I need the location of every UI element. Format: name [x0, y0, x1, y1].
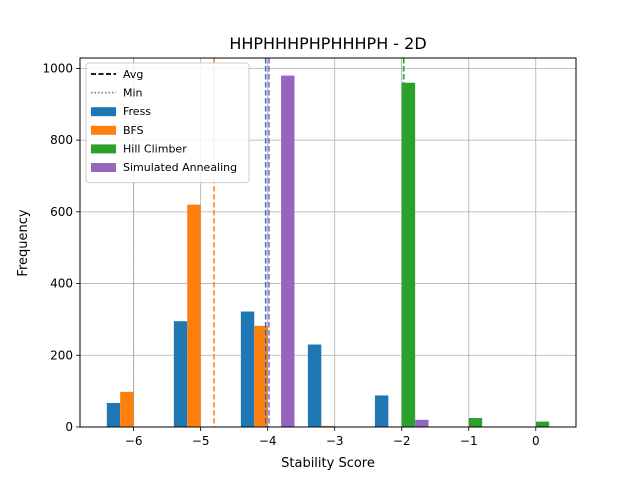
x-axis-ticks: −6 −5 −4 −3 −2 −1 0: [125, 427, 540, 448]
bar-1-2: [254, 325, 268, 427]
y-tick-label-5: 1000: [42, 61, 73, 75]
chart-title: HHPHHHPHPHHHPH - 2D: [229, 34, 426, 53]
plot-frame: [79, 57, 577, 428]
bar-1-1: [187, 204, 201, 427]
legend-swatch-0: [91, 107, 116, 117]
legend-label-series-2: Hill Climber: [123, 142, 187, 155]
bar-0-2: [240, 311, 255, 427]
legend-swatch-1: [91, 125, 116, 135]
y-tick-label-2: 400: [50, 277, 73, 291]
bar-3-2: [281, 75, 295, 428]
bar-0-4: [374, 395, 389, 427]
bar-1-3: [321, 425, 335, 427]
bars: [106, 75, 550, 428]
bar-0-3: [307, 344, 322, 427]
legend-swatch-2: [91, 144, 116, 154]
bar-0-0: [106, 402, 121, 427]
y-tick-label-0: 0: [65, 420, 73, 434]
x-tick-label-5: −1: [460, 434, 478, 448]
bar-2-4: [401, 82, 416, 427]
x-tick-label-6: 0: [532, 434, 540, 448]
x-tick-label-0: −6: [125, 434, 143, 448]
x-tick-label-1: −5: [192, 434, 210, 448]
x-tick-label-2: −4: [259, 434, 277, 448]
bar-3-4: [415, 419, 429, 427]
bar-1-0: [120, 391, 134, 427]
x-tick-label-3: −3: [326, 434, 344, 448]
bar-2-6: [535, 421, 550, 427]
bar-0-1: [173, 321, 188, 427]
legend-label-series-1: BFS: [123, 124, 144, 137]
y-tick-label-4: 800: [50, 133, 73, 147]
y-tick-label-1: 200: [50, 348, 73, 362]
legend-label-series-3: Simulated Annealing: [123, 161, 237, 174]
y-axis-ticks: 0 200 400 600 800 1000: [42, 61, 80, 434]
legend-label-min: Min: [123, 87, 143, 100]
legend-box: [85, 62, 250, 184]
legend-swatch-3: [91, 163, 116, 172]
x-tick-label-4: −2: [393, 434, 411, 448]
legend-label-series-0: Fress: [123, 105, 151, 118]
bar-2-5: [468, 418, 483, 427]
legend: Avg Min Fress BFS Hill Climber Simulated Anne…: [85, 62, 250, 184]
y-axis-label: Frequency: [16, 209, 31, 276]
legend-label-avg: Avg: [123, 68, 143, 81]
y-tick-label-3: 600: [50, 205, 73, 219]
x-axis-label: Stability Score: [281, 456, 375, 471]
